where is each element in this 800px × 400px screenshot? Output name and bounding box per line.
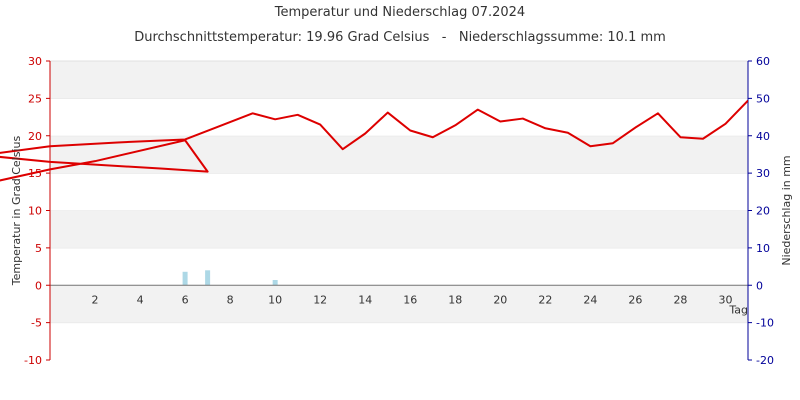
left-tick-label: 0 bbox=[35, 279, 42, 292]
left-tick-label: -10 bbox=[24, 354, 42, 367]
x-tick-label: 4 bbox=[137, 293, 144, 306]
right-tick-label: 50 bbox=[756, 92, 770, 105]
x-tick-label: 10 bbox=[268, 293, 282, 306]
left-tick-label: 25 bbox=[28, 92, 42, 105]
x-tick-label: 6 bbox=[182, 293, 189, 306]
right-y-ticks: -20 -10 0 10 20 30 40 50 60 bbox=[748, 55, 774, 367]
x-tick-label: 2 bbox=[92, 293, 99, 306]
right-tick-label: -20 bbox=[756, 354, 774, 367]
grid-band bbox=[50, 322, 748, 360]
left-tick-label: 10 bbox=[28, 205, 42, 218]
left-tick-label: 30 bbox=[28, 55, 42, 68]
right-tick-label: 30 bbox=[756, 167, 770, 180]
grid-band bbox=[50, 135, 748, 174]
precipitation-bar bbox=[182, 271, 188, 286]
x-tick-label: 14 bbox=[358, 293, 372, 306]
plot-area bbox=[0, 99, 748, 182]
x-tick-label: 12 bbox=[313, 293, 327, 306]
right-tick-label: 40 bbox=[756, 130, 770, 143]
grid-band bbox=[50, 285, 748, 323]
x-tick-label: 28 bbox=[673, 293, 687, 306]
x-tick-label: 18 bbox=[448, 293, 462, 306]
x-tick-label: 16 bbox=[403, 293, 417, 306]
x-ticks: 2 4 6 8 10 12 14 16 18 20 22 24 26 28 30 bbox=[92, 293, 733, 306]
precipitation-bar bbox=[205, 270, 211, 286]
x-tick-label: 20 bbox=[493, 293, 507, 306]
right-tick-label: 60 bbox=[756, 55, 770, 68]
grid-band bbox=[50, 98, 748, 136]
right-tick-label: 10 bbox=[756, 242, 770, 255]
temperature-line bbox=[0, 99, 748, 182]
right-tick-label: -10 bbox=[756, 317, 774, 330]
left-tick-label: 5 bbox=[35, 242, 42, 255]
x-axis-label: Tag bbox=[728, 304, 748, 317]
right-tick-label: 20 bbox=[756, 205, 770, 218]
precipitation-bar bbox=[272, 280, 278, 286]
right-tick-label: 0 bbox=[756, 279, 763, 292]
x-tick-label: 8 bbox=[227, 293, 234, 306]
chart-title: Temperatur und Niederschlag 07.2024 bbox=[274, 5, 525, 20]
x-tick-label: 22 bbox=[538, 293, 552, 306]
chart-subtitle: Durchschnittstemperatur: 19.96 Grad Cels… bbox=[134, 30, 666, 45]
grid-bands bbox=[50, 60, 748, 360]
x-tick-label: 26 bbox=[628, 293, 642, 306]
left-tick-label: 20 bbox=[28, 130, 42, 143]
precipitation-bars bbox=[182, 270, 278, 286]
left-tick-label: -5 bbox=[31, 317, 42, 330]
grid-band bbox=[50, 247, 748, 286]
left-axis-label: Temperatur in Grad Celsius bbox=[10, 136, 23, 287]
right-axis-label: Niederschlag in mm bbox=[780, 155, 793, 265]
grid-band bbox=[50, 210, 748, 248]
grid-band bbox=[50, 61, 748, 99]
grid-band bbox=[50, 173, 748, 211]
x-tick-label: 30 bbox=[718, 293, 732, 306]
x-tick-label: 24 bbox=[583, 293, 597, 306]
